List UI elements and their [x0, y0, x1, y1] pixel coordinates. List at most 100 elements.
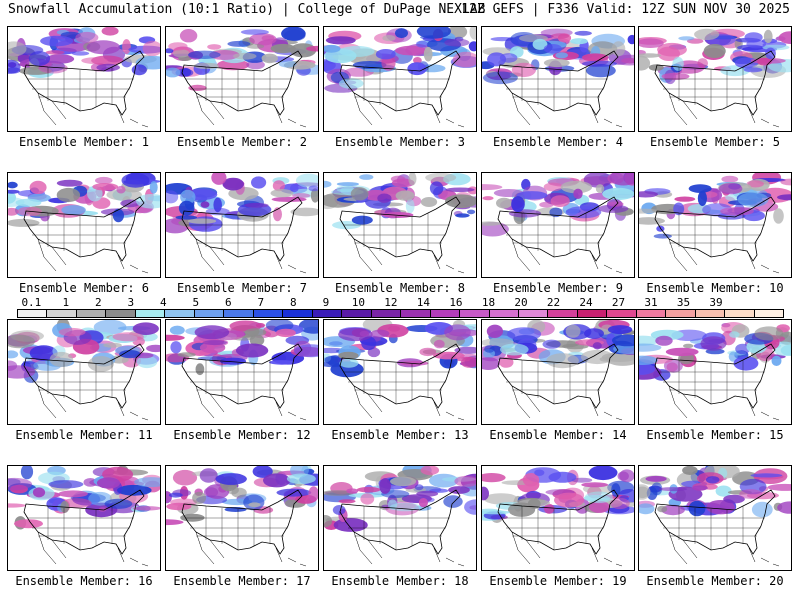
florida-coast — [433, 254, 465, 274]
snowfall-map — [639, 466, 791, 567]
ensemble-member-label: Ensemble Member: 15 — [646, 428, 784, 442]
map-title: Snowfall Accumulation (10:1 Ratio) | Col… — [8, 2, 486, 17]
colorbar-segment — [401, 310, 431, 317]
state-borders — [28, 360, 134, 404]
colorbar-segment — [636, 310, 667, 317]
colorbar-segment — [666, 310, 696, 317]
mexico-coast — [511, 238, 541, 272]
snowfall-field — [166, 173, 318, 234]
florida-coast — [433, 108, 465, 128]
state-borders — [344, 67, 450, 111]
state-borders — [186, 67, 292, 111]
mexico-coast — [511, 92, 541, 126]
florida-coast — [117, 547, 149, 567]
ensemble-member-label: Ensemble Member: 9 — [492, 281, 624, 295]
florida-coast — [275, 108, 307, 128]
ensemble-panel — [323, 465, 477, 571]
ensemble-member-label: Ensemble Member: 12 — [173, 428, 311, 442]
colorbar-tick-label: 2 — [94, 296, 102, 309]
florida-coast — [433, 401, 465, 421]
ensemble-member-label: Ensemble Member: 10 — [646, 281, 784, 295]
colorbar-tick-label: 31 — [644, 296, 658, 309]
ensemble-panel — [7, 26, 161, 132]
ensemble-panel — [323, 172, 477, 278]
ensemble-panel — [165, 26, 319, 132]
colorbar-tick-label: 6 — [225, 296, 232, 309]
colorbar-tick-label: 39 — [709, 296, 723, 309]
colorbar-segment — [430, 310, 461, 317]
ensemble-member-label: Ensemble Member: 16 — [15, 574, 153, 588]
snowfall-field — [639, 28, 791, 85]
florida-coast — [275, 547, 307, 567]
florida-coast — [275, 401, 307, 421]
ensemble-panel — [165, 172, 319, 278]
snowfall-map — [482, 28, 634, 128]
colorbar-segment — [106, 310, 136, 317]
state-borders — [186, 213, 292, 257]
colorbar-tick-label: 18 — [481, 296, 496, 309]
ensemble-panel — [165, 319, 319, 425]
ensemble-member-label: Ensemble Member: 13 — [331, 428, 469, 442]
florida-coast — [433, 547, 465, 567]
florida-coast — [748, 254, 780, 274]
colorbar-tick-label: 7 — [257, 296, 265, 309]
ensemble-panel — [638, 465, 792, 571]
colorbar-segment — [460, 310, 490, 317]
snowfall-colorbar — [17, 309, 784, 318]
colorbar-segment — [135, 310, 166, 317]
ensemble-member-label: Ensemble Member: 2 — [176, 135, 308, 149]
snowfall-field — [8, 466, 160, 530]
colorbar-tick-label: 24 — [579, 296, 593, 309]
ensemble-panel — [638, 319, 792, 425]
colorbar-segment — [47, 310, 77, 317]
mexico-coast — [511, 531, 541, 565]
colorbar-segment — [76, 310, 107, 317]
ensemble-member-label: Ensemble Member: 6 — [18, 281, 150, 295]
ensemble-panel — [481, 319, 635, 425]
mexico-coast — [37, 238, 67, 272]
state-borders — [28, 67, 134, 111]
ensemble-panel — [7, 319, 161, 425]
florida-coast — [748, 547, 780, 567]
colorbar-tick-label: 27 — [611, 296, 626, 309]
colorbar-segment — [18, 310, 48, 317]
colorbar-segment — [607, 310, 637, 317]
ensemble-panel — [165, 465, 319, 571]
state-borders — [344, 360, 450, 404]
colorbar-tick-label: 14 — [416, 296, 431, 309]
state-borders — [502, 213, 608, 257]
mexico-coast — [195, 238, 225, 272]
colorbar-segment — [518, 310, 549, 317]
snowfall-map — [166, 173, 318, 274]
colorbar-tick-label: 16 — [449, 296, 463, 309]
ensemble-member-label: Ensemble Member: 1 — [18, 135, 150, 149]
florida-coast — [591, 254, 623, 274]
colorbar-tick-label: 12 — [384, 296, 398, 309]
snowfall-map — [324, 27, 476, 128]
colorbar-tick-label: 22 — [546, 296, 561, 309]
snowfall-map — [639, 322, 791, 421]
mexico-coast — [353, 238, 383, 272]
florida-coast — [748, 401, 780, 421]
model-valid-time: 12Z GEFS | F336 Valid: 12Z SUN NOV 30 20… — [461, 2, 790, 17]
florida-coast — [117, 254, 149, 274]
snowfall-map — [324, 173, 476, 274]
colorbar-tick-label: 8 — [290, 296, 297, 309]
mexico-coast — [353, 92, 383, 126]
mexico-coast — [353, 385, 383, 419]
ensemble-member-label: Ensemble Member: 14 — [489, 428, 627, 442]
mexico-coast — [668, 238, 698, 272]
ensemble-panel — [323, 319, 477, 425]
ensemble-panel — [638, 26, 792, 132]
mexico-coast — [37, 92, 67, 126]
mexico-coast — [668, 385, 698, 419]
colorbar-segment — [695, 310, 726, 317]
colorbar-segment — [224, 310, 254, 317]
mexico-coast — [195, 92, 225, 126]
ensemble-member-label: Ensemble Member: 18 — [331, 574, 469, 588]
colorbar-tick-label: 0.1 — [21, 296, 42, 309]
colorbar-segment — [577, 310, 608, 317]
ensemble-member-label: Ensemble Member: 19 — [489, 574, 627, 588]
snowfall-map — [482, 173, 634, 274]
snowfall-field — [482, 173, 634, 237]
